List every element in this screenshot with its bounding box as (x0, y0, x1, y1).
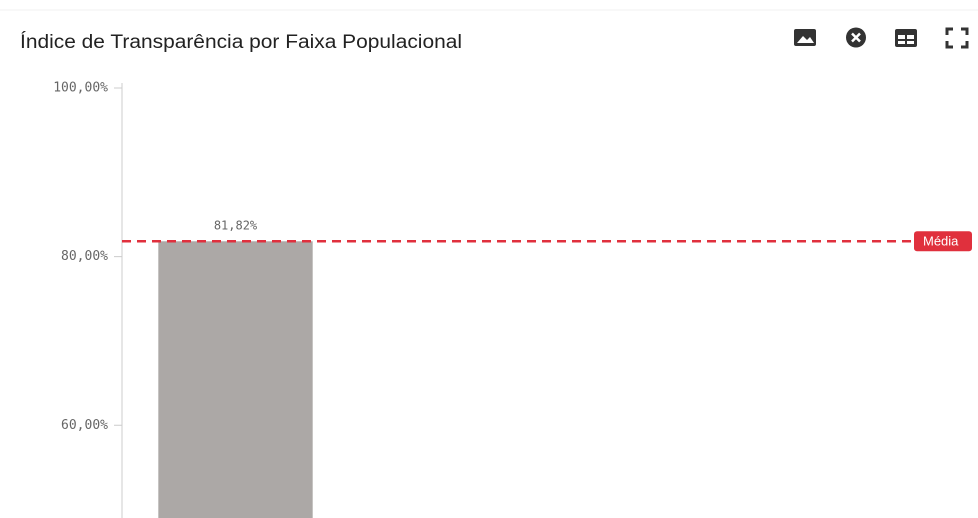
y-tick-label: 60,00% (61, 418, 108, 433)
toolbar (794, 27, 969, 49)
y-tick-label: 100,00% (53, 81, 108, 96)
table-icon[interactable] (895, 29, 917, 47)
close-icon[interactable] (846, 27, 866, 48)
fullscreen-icon[interactable] (945, 27, 969, 49)
mean-label: Média (923, 234, 959, 249)
mean-label-bg (914, 231, 972, 252)
data-label: 81,82% (214, 218, 258, 232)
chart-title: Índice de Transparência por Faixa Popula… (20, 32, 462, 53)
export-image-icon[interactable] (794, 29, 816, 46)
bar (158, 241, 313, 518)
y-tick-label: 80,00% (61, 249, 108, 264)
